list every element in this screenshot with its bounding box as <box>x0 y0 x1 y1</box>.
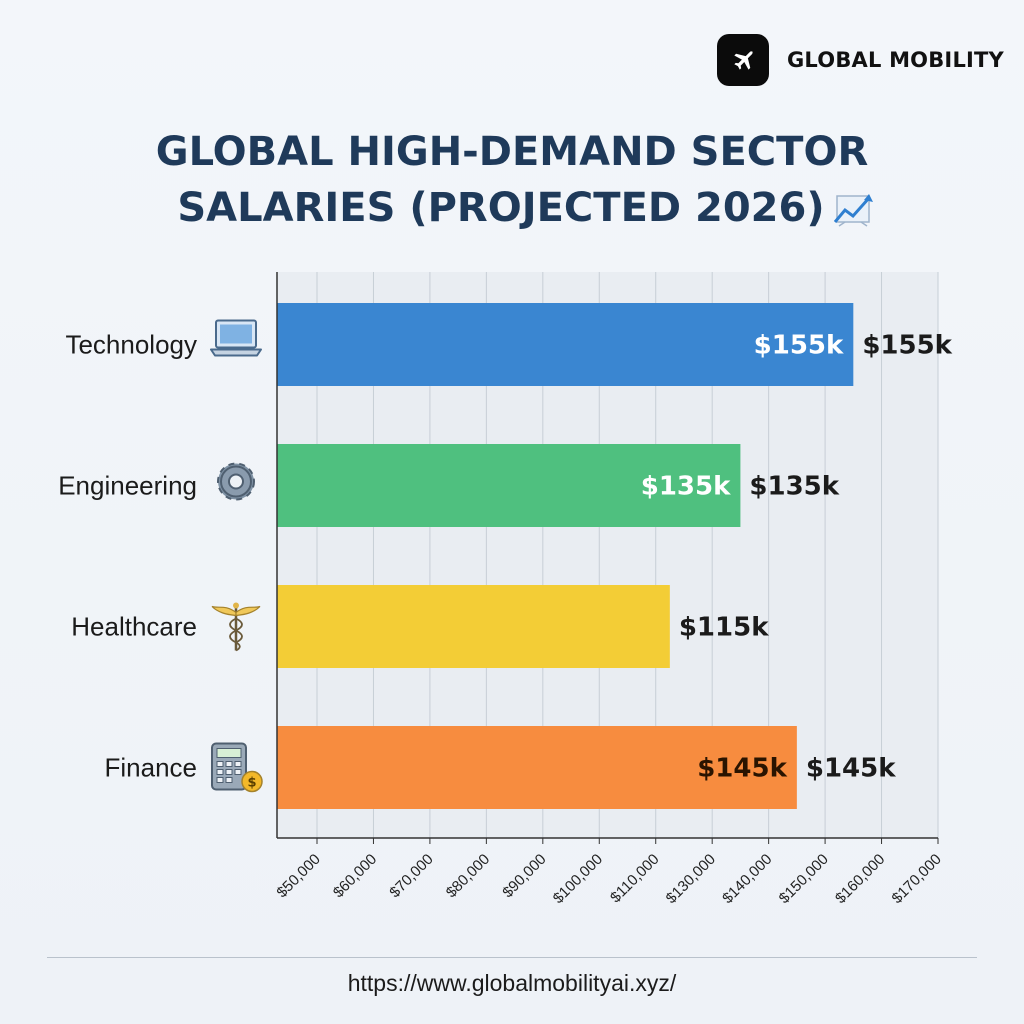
x-tick-label: $80,000 <box>443 851 493 901</box>
brand-name: GLOBAL MOBILITY <box>787 48 1004 72</box>
chart-title-line2: SALARIES (PROJECTED 2026) <box>177 185 825 231</box>
bar-value-label-engineering: $135k <box>749 472 839 502</box>
category-label-technology: Technology <box>65 330 197 360</box>
brand: GLOBAL MOBILITY <box>717 34 1004 86</box>
bar-inside-label-technology: $155k <box>754 331 844 361</box>
bars <box>277 303 854 809</box>
x-tick-label: $170,000 <box>889 851 945 907</box>
footer-url[interactable]: https://www.globalmobilityai.xyz/ <box>347 970 677 996</box>
footer-divider <box>47 957 977 958</box>
gear-icon <box>217 462 255 501</box>
calculator-icon <box>211 742 263 793</box>
chart-title-line2-wrap: SALARIES (PROJECTED 2026) <box>0 180 1024 236</box>
chart-title: GLOBAL HIGH-DEMAND SECTOR SALARIES (PROJ… <box>0 124 1024 236</box>
x-tick-label: $130,000 <box>663 851 719 907</box>
chart-title-line1: GLOBAL HIGH-DEMAND SECTOR <box>155 129 869 175</box>
bar-healthcare <box>277 585 670 668</box>
x-tick-label: $90,000 <box>499 851 549 901</box>
laptop-icon <box>210 319 262 357</box>
bar-value-label-healthcare: $115k <box>679 613 769 643</box>
category-label-finance: Finance <box>105 753 198 783</box>
category-label-engineering: Engineering <box>58 471 197 501</box>
airplane-icon <box>717 34 769 86</box>
x-tick-label: $100,000 <box>550 851 606 907</box>
caduceus-icon <box>210 601 262 652</box>
bar-value-label-finance: $145k <box>806 754 896 784</box>
x-tick-label: $50,000 <box>273 851 323 901</box>
x-tick-label: $150,000 <box>776 851 832 907</box>
trend-up-chart-icon <box>833 194 873 227</box>
x-tick-label: $70,000 <box>386 851 436 901</box>
bar-technology <box>277 303 854 386</box>
bar-inside-label-finance: $145k <box>697 754 787 784</box>
bar-value-label-technology: $155k <box>862 331 952 361</box>
bar-finance <box>277 726 797 809</box>
labels: Technology $155k $155k Engineering $135k $135… <box>58 319 953 793</box>
bar-chart: $ $50,000 $60,000 $70,000 $80,000 $90,000 $10… <box>58 272 953 907</box>
category-label-healthcare: Healthcare <box>71 612 197 642</box>
x-tick-label: $140,000 <box>719 851 775 907</box>
x-tick-label: $60,000 <box>330 851 380 901</box>
bar-inside-label-engineering: $135k <box>641 472 731 502</box>
bar-engineering <box>277 444 741 527</box>
x-tick-label: $160,000 <box>832 851 888 907</box>
x-tick-label: $110,000 <box>607 851 662 906</box>
